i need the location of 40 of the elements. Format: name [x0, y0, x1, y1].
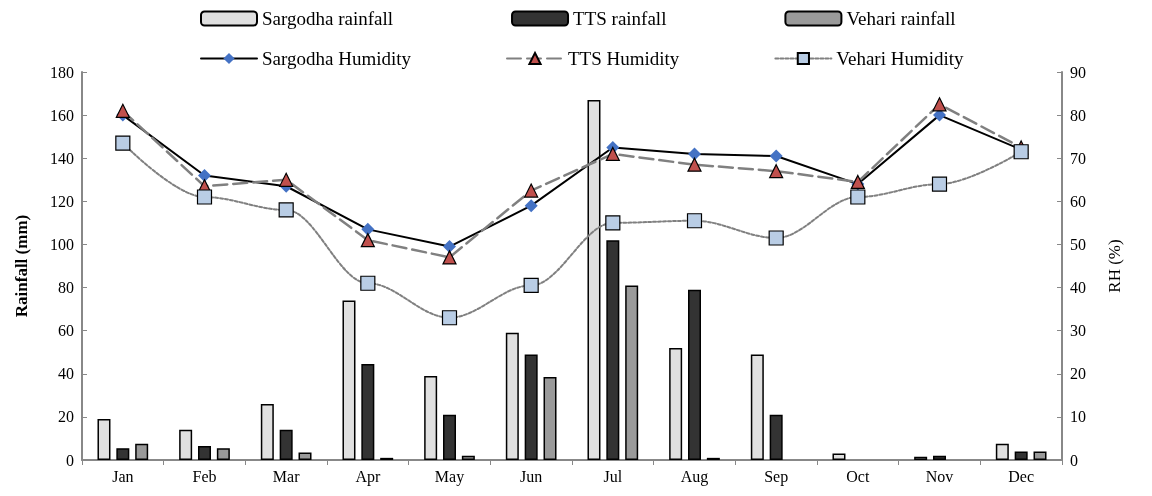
y-tick-label: 60 — [58, 322, 74, 340]
x-tick-label: May — [434, 467, 465, 486]
legend-label: Sargodha Humidity — [262, 48, 412, 69]
y2-tick-label: 0 — [1070, 451, 1078, 469]
legend-label: Vehari Humidity — [836, 48, 965, 69]
y-axis-title: Rainfall (mm) — [12, 214, 31, 318]
y2-tick-label: 90 — [1070, 63, 1086, 81]
y-tick-label: 120 — [50, 192, 74, 210]
y-tick-label: 180 — [50, 63, 74, 81]
y2-tick-label: 80 — [1070, 106, 1086, 124]
y-tick-label: 80 — [58, 279, 74, 297]
y2-tick-label: 70 — [1070, 149, 1086, 167]
legend-label: TTS rainfall — [573, 8, 667, 29]
y2-tick-label: 40 — [1070, 279, 1086, 297]
y-tick-label: 0 — [66, 451, 74, 469]
y2-tick-label: 30 — [1070, 322, 1086, 340]
y2-tick-label: 60 — [1070, 192, 1086, 210]
x-tick-label: Oct — [846, 467, 870, 485]
y-tick-label: 100 — [50, 235, 74, 253]
x-tick-label: Nov — [925, 467, 954, 485]
y-tick-label: 160 — [50, 106, 74, 124]
legend-label: Vehari rainfall — [846, 8, 956, 29]
x-tick-label: Aug — [680, 467, 709, 486]
x-tick-label: Mar — [272, 467, 301, 485]
y2-tick-label: 20 — [1070, 365, 1086, 383]
y2-tick-label: 50 — [1070, 235, 1086, 253]
x-tick-label: Jun — [520, 467, 543, 485]
legend-label: Sargodha rainfall — [262, 8, 394, 29]
legend-label: TTS Humidity — [568, 48, 680, 69]
x-tick-label: Jul — [603, 467, 623, 485]
y2-tick-label: 10 — [1070, 408, 1086, 426]
x-tick-label: Apr — [355, 467, 381, 486]
x-tick-label: Dec — [1008, 467, 1035, 485]
x-tick-label: Feb — [192, 467, 217, 485]
y-tick-label: 140 — [50, 149, 74, 167]
y-tick-label: 20 — [58, 408, 74, 426]
x-tick-label: Jan — [112, 467, 134, 485]
y2-axis-title: RH (%) — [1105, 239, 1124, 293]
y-tick-label: 40 — [58, 365, 74, 383]
x-tick-label: Sep — [764, 467, 789, 486]
